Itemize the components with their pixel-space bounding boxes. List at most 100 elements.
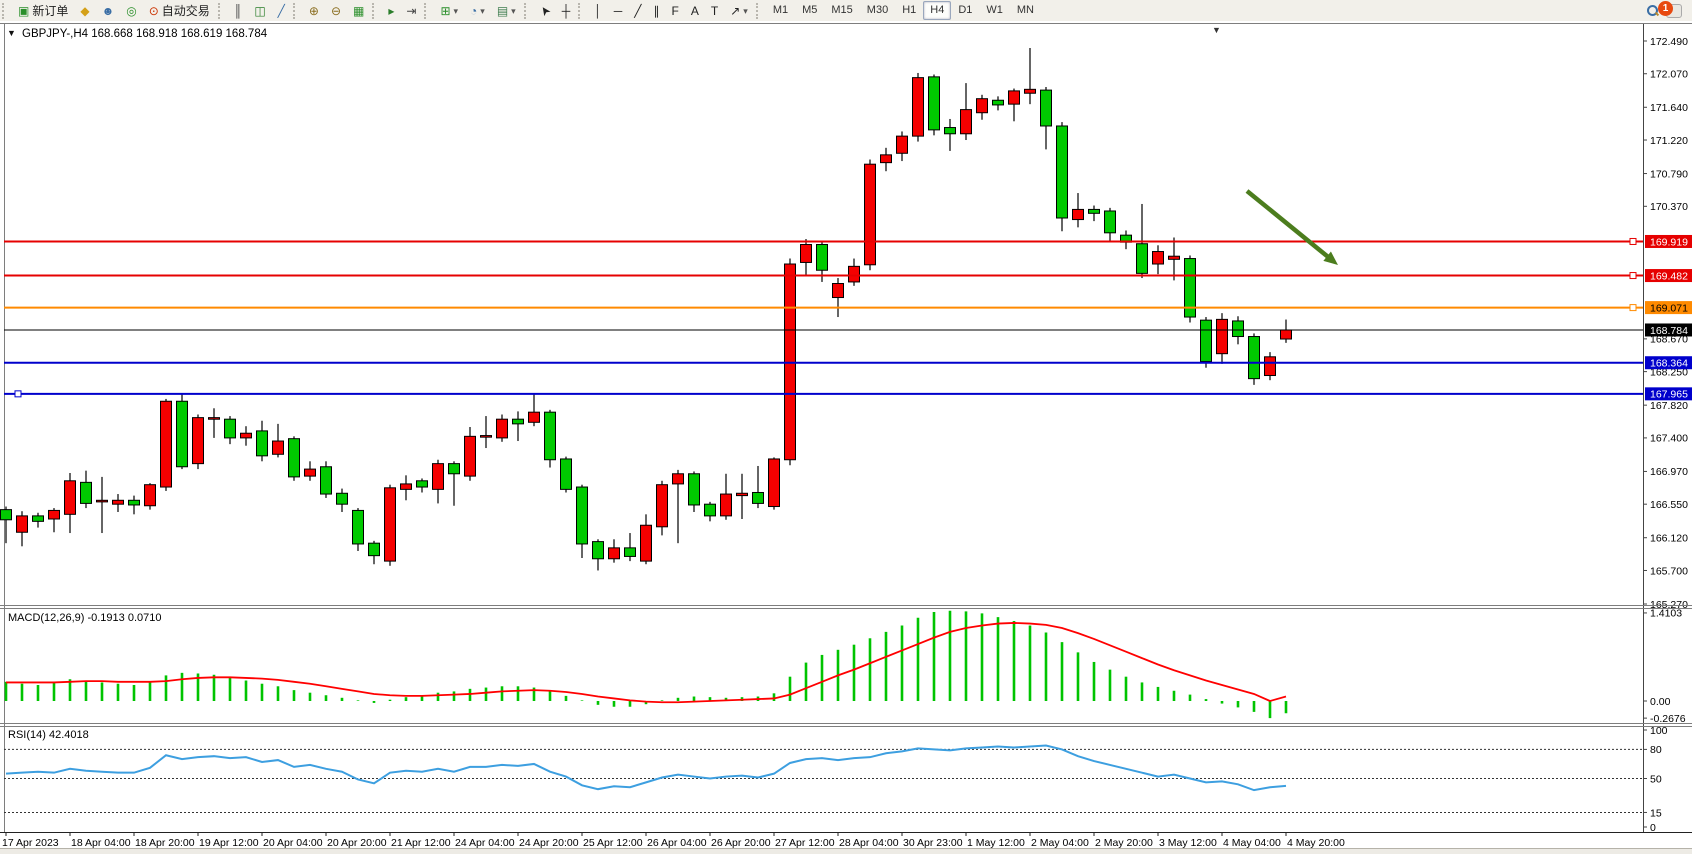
price-tick-label: 167.400 (1650, 433, 1688, 445)
time-tick-label: 18 Apr 20:00 (135, 837, 195, 849)
timeframe-button-M15[interactable]: M15 (831, 4, 853, 16)
macd-scale-label: 1.4103 (1650, 608, 1682, 620)
timeframe-button-M30[interactable]: M30 (866, 4, 889, 16)
timeframe-button-MN[interactable]: MN (1016, 4, 1034, 16)
time-tick-label: 26 Apr 20:00 (711, 837, 771, 849)
macd-signal-line (6, 622, 1287, 704)
price-tick-label: 168.670 (1650, 334, 1688, 346)
candle (624, 547, 636, 557)
line-chart-button[interactable]: ╱ (272, 0, 291, 21)
toolbar-separator (292, 2, 301, 19)
zoom-out-button[interactable]: ⊖ (325, 0, 347, 21)
candle (1008, 90, 1020, 105)
line-handle[interactable] (1629, 237, 1637, 245)
line-handle[interactable] (1629, 272, 1637, 280)
time-tick-label: 17 Apr 2023 (2, 837, 59, 849)
line-handle[interactable] (14, 390, 22, 398)
trend-arrow-annotation[interactable] (1245, 189, 1338, 265)
fibonacci-tool-button[interactable]: F (666, 0, 685, 21)
tile-windows-button[interactable]: ▦ (347, 0, 370, 21)
candle (720, 493, 732, 517)
candle (336, 492, 348, 505)
vline-tool-button[interactable]: │ (588, 0, 608, 21)
time-tick-label: 20 Apr 04:00 (263, 837, 323, 849)
auto-trading-button[interactable]: ⊙ 自动交易 (143, 0, 216, 21)
time-tick-label: 4 May 04:00 (1223, 837, 1281, 849)
periods-button[interactable]: ◔ ▾ (464, 0, 491, 21)
candle-chart-button[interactable]: ◫ (248, 0, 271, 21)
timeframe-button-D1[interactable]: D1 (958, 4, 973, 16)
new-order-button[interactable]: ▣ 新订单 (12, 0, 74, 21)
charts-stack-button[interactable]: ◆ (74, 0, 95, 21)
price-tick-label: 172.070 (1650, 69, 1688, 81)
toolbar-drag-handle[interactable] (2, 2, 10, 19)
hline-tool-button[interactable]: ─ (608, 0, 629, 21)
line-handle[interactable] (1629, 304, 1637, 312)
arrow-head[interactable] (1323, 251, 1338, 265)
chart-shift-marker-icon[interactable]: ▼ (1212, 25, 1221, 35)
candle (640, 524, 652, 562)
candle (1136, 243, 1148, 274)
macd-scale-label: -0.2676 (1650, 713, 1686, 725)
time-tick-label: 30 Apr 23:00 (903, 837, 963, 849)
rsi-scale-label: 50 (1650, 773, 1662, 785)
timeframe-button-W1[interactable]: W1 (986, 4, 1003, 16)
price-tick-label: 168.250 (1650, 366, 1688, 378)
candle (688, 473, 700, 506)
macd-scale-label: 0.00 (1650, 696, 1671, 708)
text-tool-button[interactable]: A (685, 0, 705, 21)
trendline-tool-button[interactable]: ╱ (628, 0, 647, 21)
shapes-tool-button[interactable]: ↗ ▾ (724, 0, 754, 21)
level-price-label: 168.364 (1650, 358, 1688, 370)
vline-icon: │ (594, 3, 602, 18)
time-axis[interactable]: 17 Apr 2023 18 Apr 04:00 18 Apr 20:00 19 Ap… (0, 832, 1692, 849)
macd-pane (4, 610, 1288, 719)
text-label-icon: T (710, 3, 719, 18)
candle (240, 432, 252, 439)
search-icon[interactable] (1647, 5, 1660, 17)
pane-separators (0, 605, 1692, 727)
chart-canvas[interactable]: 172.490 172.070 171.640 171.220 170.790 170.3… (0, 21, 1692, 854)
candle (816, 244, 828, 271)
chart-menu-toggle[interactable]: ▼ (7, 28, 16, 38)
candle (896, 135, 908, 154)
candle-chart-icon: ◫ (254, 3, 266, 18)
channel-tool-button[interactable]: ∥ (648, 0, 666, 21)
candle (864, 163, 876, 266)
chat-icon[interactable]: 1 (1658, 0, 1682, 18)
main-toolbar: ▣ 新订单 ◆ ☻ ◎ ⊙ 自动交易 ║ ◫ ╱ ⊕ ⊖ ▦ ▸ ⇥ ⊞ ▾ (0, 0, 1692, 22)
indicators-button[interactable]: ⊞ ▾ (434, 0, 464, 21)
timeframe-button-M5[interactable]: M5 (802, 4, 818, 16)
candle (96, 499, 108, 503)
timeframe-button-H1[interactable]: H1 (902, 4, 917, 16)
candle (208, 417, 220, 420)
candle (352, 509, 364, 545)
time-tick-label: 4 May 20:00 (1287, 837, 1345, 849)
templates-button[interactable]: ▤ ▾ (491, 0, 522, 21)
rsi-scale-label: 80 (1650, 744, 1662, 756)
crosshair-tool-button[interactable]: ┼ (556, 0, 577, 21)
signal-button[interactable]: ◎ (120, 0, 142, 21)
arrow-shaft[interactable] (1245, 189, 1332, 261)
price-axis[interactable]: 172.490 172.070 171.640 171.220 170.790 170.3… (1643, 24, 1692, 834)
price-tick-label: 172.490 (1650, 36, 1688, 48)
tile-windows-icon: ▦ (353, 3, 365, 18)
candle (544, 411, 556, 461)
text-label-tool-button[interactable]: T (705, 0, 724, 21)
profile-icon: ☻ (101, 3, 115, 18)
cursor-tool-button[interactable]: ➤ (534, 0, 556, 21)
candle (64, 480, 76, 515)
auto-scroll-button[interactable]: ▸ (382, 0, 400, 21)
candle (160, 400, 172, 488)
timeframe-button-M1[interactable]: M1 (772, 4, 789, 16)
profile-button[interactable]: ☻ (96, 0, 121, 21)
candle (1104, 210, 1116, 234)
timeframe-button-H4[interactable]: H4 (923, 1, 952, 20)
time-tick-label: 21 Apr 12:00 (391, 837, 451, 849)
signal-icon: ◎ (126, 3, 137, 18)
bars-chart-button[interactable]: ║ (228, 0, 249, 21)
chart-shift-button[interactable]: ⇥ (400, 0, 422, 21)
zoom-in-button[interactable]: ⊕ (303, 0, 325, 21)
new-order-icon: ▣ (18, 3, 30, 18)
